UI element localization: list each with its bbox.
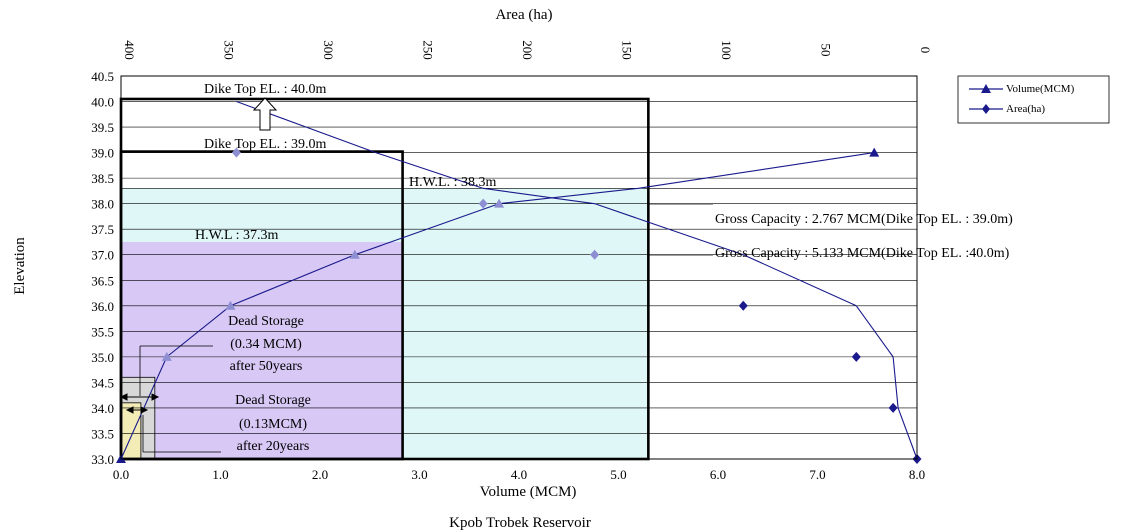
- dike-top-39-label: Dike Top EL. : 39.0m: [204, 137, 327, 152]
- volume-tick-label-2: 2.0: [312, 467, 328, 482]
- y-tick-label-5: 35.5: [91, 324, 114, 339]
- volume-marker-1: [869, 147, 880, 157]
- y-tick-label-3: 34.5: [91, 375, 114, 390]
- legend-label-volume: Volume(MCM): [1006, 83, 1075, 95]
- y-tick-label-0: 33.0: [91, 452, 114, 467]
- area-tick-label-7: 50: [819, 44, 834, 57]
- legend-diamond-icon: [982, 104, 990, 114]
- y-axis-ticks: 33.0 33.5 34.0 34.5 35.0 35.5 36.0 36.5 37.0 37.5…: [91, 69, 114, 467]
- area-marker-3: [738, 300, 748, 311]
- volume-tick-label-4: 4.0: [511, 467, 527, 482]
- hwl-37-label: H.W.L : 37.3m: [195, 228, 278, 243]
- y-tick-label-10: 38.0: [91, 197, 114, 212]
- area-marker-2: [851, 351, 861, 362]
- plot-area-border: [120, 75, 918, 460]
- gross-capacity-39-label: Gross Capacity : 2.767 MCM(Dike Top EL. …: [715, 212, 1013, 227]
- dead-50-width-arrow: [119, 393, 160, 401]
- dead-storage-20-line1: Dead Storage: [235, 393, 311, 408]
- area-tick-label-6: 100: [719, 40, 734, 60]
- volume-tick-label-7: 7.0: [809, 467, 825, 482]
- area-faint-marker-2: [231, 147, 241, 158]
- area-axis-title: Area (ha): [495, 7, 552, 23]
- area-tick-label-8: 0: [918, 47, 933, 54]
- y-tick-label-7: 36.5: [91, 273, 114, 288]
- legend: Volume(MCM) Area(ha): [957, 75, 1110, 124]
- volume-tick-label-8: 8.0: [909, 467, 925, 482]
- y-tick-label-9: 37.5: [91, 222, 114, 237]
- legend-label-area: Area(ha): [1006, 103, 1045, 115]
- gross-capacity-40-label: Gross Capacity : 5.133 MCM(Dike Top EL. …: [715, 246, 1010, 261]
- volume-axis-title: Volume (MCM): [480, 484, 577, 500]
- volume-tick-label-0: 0.0: [113, 467, 129, 482]
- volume-axis-ticks: 0.0 1.0 2.0 3.0 4.0 5.0 6.0 7.0 8.0: [113, 467, 925, 482]
- y-tick-label-14: 40.0: [91, 95, 114, 110]
- y-tick-label-11: 38.5: [91, 171, 114, 186]
- area-tick-label-1: 350: [222, 40, 237, 60]
- hwl-38-label: H.W.L. : 38.3m: [409, 175, 496, 190]
- legend-triangle-icon: [981, 84, 991, 93]
- area-axis-ticks: 400 350 300 250 200 150 100 50 0: [122, 40, 933, 60]
- area-tick-label-5: 150: [620, 40, 635, 60]
- dead-storage-50-line1: Dead Storage: [228, 314, 304, 329]
- dead-storage-20-line2: (0.13MCM): [239, 417, 307, 432]
- elevation-axis-title: Elevation: [12, 237, 28, 295]
- dead-20-width-arrow: [125, 406, 149, 414]
- legend-box: [957, 75, 1110, 124]
- volume-tick-label-5: 5.0: [610, 467, 626, 482]
- series-layer: [116, 101, 922, 464]
- volume-faint-marker-0: [161, 351, 172, 361]
- area-tick-label-4: 200: [520, 40, 535, 60]
- y-tick-label-13: 39.5: [91, 120, 114, 135]
- volume-faint-marker-3: [494, 198, 505, 208]
- area-tick-label-2: 300: [321, 40, 336, 60]
- y-tick-label-12: 39.0: [91, 146, 114, 161]
- raise-up-arrow: [252, 97, 278, 131]
- y-tick-label-1: 33.5: [91, 426, 114, 441]
- dead-storage-50-line3: after 50years: [230, 359, 303, 374]
- chart-caption: Kpob Trobek Reservoir: [449, 515, 591, 531]
- area-marker-1: [888, 402, 898, 413]
- y-tick-label-15: 40.5: [91, 69, 114, 84]
- y-tick-label-8: 37.0: [91, 248, 114, 263]
- y-tick-label-6: 36.0: [91, 299, 114, 314]
- dead-storage-20-line3: after 20years: [237, 439, 310, 454]
- area-curve: [236, 101, 918, 460]
- dike-top-40-label: Dike Top EL. : 40.0m: [204, 82, 327, 97]
- y-tick-label-2: 34.0: [91, 401, 114, 416]
- area-tick-label-0: 400: [122, 40, 137, 60]
- y-tick-label-4: 35.0: [91, 350, 114, 365]
- area-faint-marker-0: [590, 249, 600, 260]
- area-faint-marker-1: [478, 198, 488, 209]
- volume-tick-label-3: 3.0: [411, 467, 427, 482]
- area-tick-label-3: 250: [421, 40, 436, 60]
- volume-faint-marker-1: [225, 300, 236, 310]
- hwl-37.3-region: [121, 241, 403, 459]
- volume-faint-marker-2: [349, 249, 360, 259]
- volume-tick-label-1: 1.0: [212, 467, 228, 482]
- dead-storage-50-line2: (0.34 MCM): [230, 337, 302, 352]
- volume-tick-label-6: 6.0: [710, 467, 726, 482]
